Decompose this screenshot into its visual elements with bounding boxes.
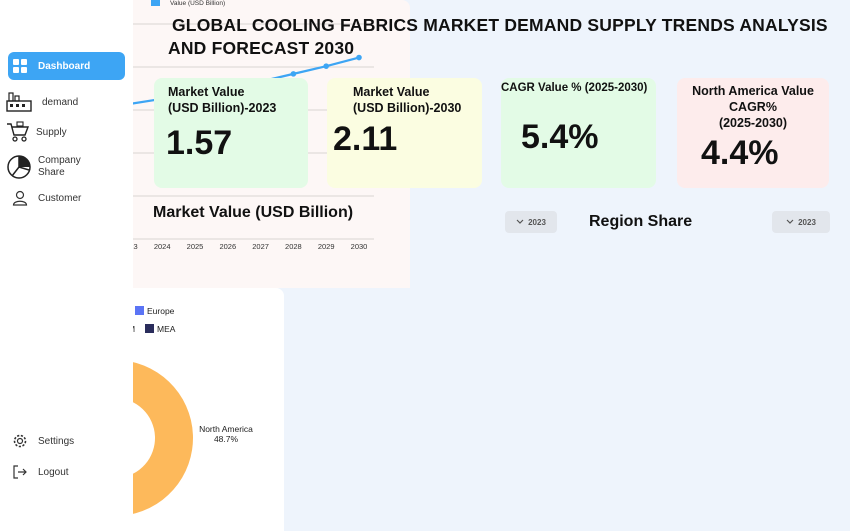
sidebar-item-company-share[interactable]: Company Share xyxy=(4,152,121,182)
grid-icon xyxy=(10,56,30,76)
sidebar-item-label: Settings xyxy=(38,436,74,447)
sidebar-item-settings[interactable]: Settings xyxy=(8,427,125,455)
sidebar-item-label: Company Share xyxy=(38,155,88,179)
gear-icon xyxy=(10,431,30,451)
kpi-label: Market Value (USD Billion)-2030 xyxy=(353,84,461,116)
legend-swatch xyxy=(135,306,144,315)
region-year-dropdown[interactable]: 2023 xyxy=(772,211,830,233)
kpi-card-market-value-2030: Market Value (USD Billion)-2030 2.11 xyxy=(327,78,482,188)
sidebar-item-customer[interactable]: Customer xyxy=(8,184,125,212)
kpi-value: 5.4% xyxy=(521,118,599,157)
sidebar-item-label: Logout xyxy=(38,467,69,478)
sidebar-item-supply[interactable]: Supply xyxy=(4,118,121,146)
page-title-line2: AND FORECAST 2030 xyxy=(168,37,828,60)
data-point xyxy=(323,63,329,69)
legend-label: Value (USD Billion) xyxy=(170,0,225,7)
legend-swatch xyxy=(145,324,154,333)
factory-icon xyxy=(6,92,32,112)
x-tick-label: 2025 xyxy=(187,242,204,251)
logout-icon xyxy=(10,462,30,482)
x-tick-label: 2024 xyxy=(154,242,171,251)
kpi-label: North America Value CAGR% (2025-2030) xyxy=(677,83,829,131)
data-point xyxy=(291,71,297,77)
slice-value-label: 48.7% xyxy=(214,434,239,444)
kpi-value: 4.4% xyxy=(701,134,779,173)
kpi-card-market-value-2023: Market Value (USD Billion)-2023 1.57 xyxy=(154,78,308,188)
sidebar-item-demand[interactable]: demand xyxy=(4,88,121,116)
x-tick-label: 2029 xyxy=(318,242,335,251)
kpi-value: 2.11 xyxy=(333,120,397,159)
dropdown-value: 2023 xyxy=(798,218,816,227)
kpi-value: 1.57 xyxy=(166,124,232,163)
kpi-label: Market Value (USD Billion)-2023 xyxy=(168,84,276,116)
dropdown-value: 2023 xyxy=(528,218,546,227)
legend-label: MEA xyxy=(157,324,176,334)
page-title-line1: GLOBAL COOLING FABRICS MARKET DEMAND SUP… xyxy=(168,14,828,37)
cart-icon xyxy=(6,122,30,142)
sidebar-item-label: Supply xyxy=(36,127,67,138)
sidebar-item-label: demand xyxy=(42,97,78,108)
user-icon xyxy=(10,188,30,208)
legend-label: Europe xyxy=(147,306,175,316)
sidebar-item-logout[interactable]: Logout xyxy=(8,458,125,486)
x-tick-label: 2030 xyxy=(351,242,368,251)
pie-icon xyxy=(6,154,32,180)
sidebar-item-label: Dashboard xyxy=(38,61,90,72)
chevron-down-icon xyxy=(786,218,794,227)
region-share-title: Region Share xyxy=(589,213,692,231)
legend-swatch xyxy=(151,0,160,6)
line-chart-title: Market Value (USD Billion) xyxy=(153,204,353,222)
sidebar-item-label: Customer xyxy=(38,193,81,204)
x-tick-label: 2027 xyxy=(252,242,269,251)
kpi-label: CAGR Value % (2025-2030) xyxy=(501,80,647,96)
line-year-dropdown[interactable]: 2023 xyxy=(505,211,557,233)
sidebar: Dashboard demand Supply Company Share Cu… xyxy=(0,0,133,531)
slice-name-label: North America xyxy=(199,424,253,434)
page-title: GLOBAL COOLING FABRICS MARKET DEMAND SUP… xyxy=(168,14,828,60)
kpi-card-cagr: CAGR Value % (2025-2030) 5.4% xyxy=(501,78,656,188)
kpi-card-north-america-cagr: North America Value CAGR% (2025-2030) 4.4% xyxy=(677,78,829,188)
chevron-down-icon xyxy=(516,218,524,227)
x-tick-label: 2026 xyxy=(219,242,236,251)
x-tick-label: 2028 xyxy=(285,242,302,251)
sidebar-item-dashboard[interactable]: Dashboard xyxy=(8,52,125,80)
